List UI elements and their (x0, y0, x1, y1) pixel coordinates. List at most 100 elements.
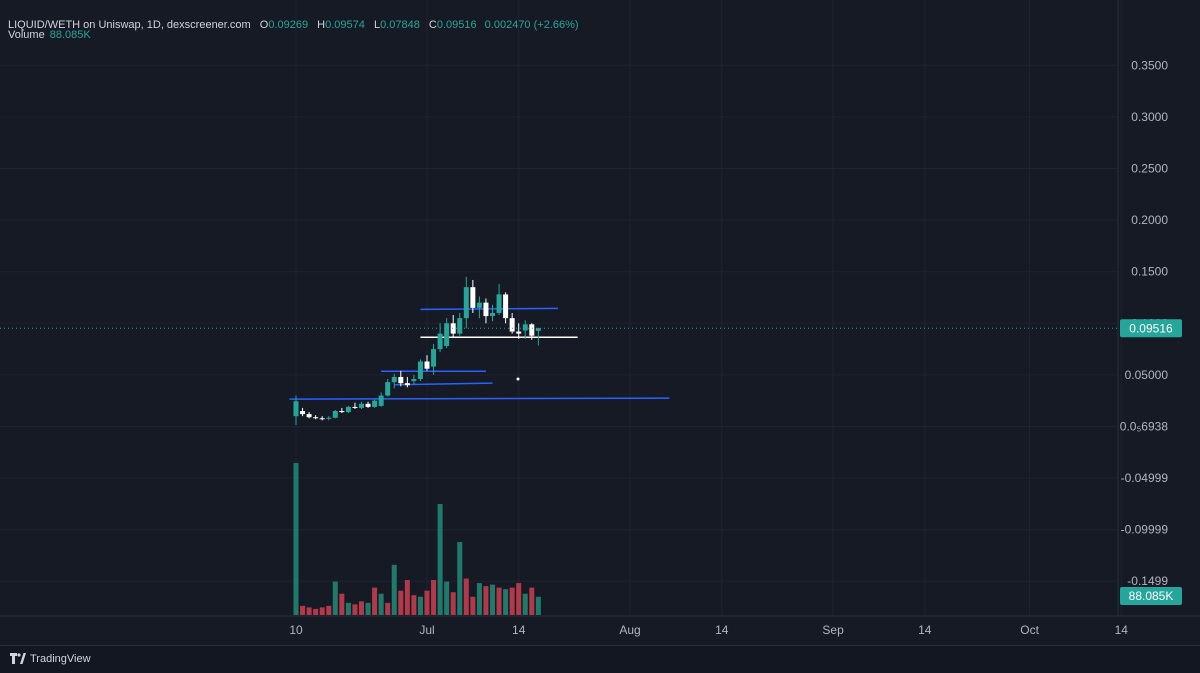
tradingview-brand[interactable]: TradingView (10, 653, 91, 665)
price-tick-label: 0.3000 (1131, 110, 1168, 124)
volume-bar (444, 581, 450, 615)
candle-body (385, 382, 391, 396)
volume-bar (417, 596, 423, 615)
grid-lines (0, 0, 1200, 617)
high-label: H (317, 19, 326, 31)
candle-body (424, 361, 430, 369)
candle-body (496, 294, 502, 313)
volume-bar (490, 584, 495, 615)
candle-body (417, 361, 423, 380)
candle-body (470, 287, 476, 308)
candle-body (372, 400, 378, 407)
volume-value: 88.085K (49, 29, 91, 41)
candle-body (450, 323, 456, 334)
time-tick-label: Aug (619, 623, 640, 637)
candle-body (339, 411, 345, 413)
volume-bar (431, 580, 437, 615)
volume-bar (352, 604, 358, 615)
volume-bar (398, 590, 404, 615)
time-axis[interactable]: 10 Jul 14 Aug 14 Sep 14 Oct 14 (289, 623, 1128, 637)
volume-bar (516, 583, 522, 615)
volume-bar (450, 592, 456, 615)
candle-body (326, 417, 332, 419)
candle-body (332, 411, 338, 418)
last-price-text: 0.09516 (1129, 321, 1173, 335)
volume-bar (522, 593, 528, 615)
volume-bar (319, 607, 325, 615)
candle-body (535, 328, 541, 331)
price-tick-label: -0.1499 (1127, 574, 1168, 588)
candle-body (431, 349, 437, 367)
price-tick-label: -0.04999 (1121, 471, 1169, 485)
close-label: C (428, 19, 437, 31)
candle-body (522, 324, 528, 331)
volume-bar (372, 587, 378, 615)
volume-bar (470, 596, 476, 615)
drawing-dot (516, 377, 520, 381)
volume-label: Volume (8, 29, 45, 41)
trendline-blue (289, 397, 670, 400)
brand-name: TradingView (30, 653, 91, 665)
pair-title: LIQUID/WETH on Uniswap, 1D, dexscreener.… (8, 19, 251, 31)
volume-bar (391, 564, 397, 615)
price-tick-label: 0.1500 (1131, 265, 1168, 279)
volume-bar (457, 542, 463, 615)
candle-body (404, 383, 410, 386)
volume-bar (437, 504, 443, 615)
candle-body (457, 318, 463, 334)
volume-bar (535, 596, 541, 615)
last-volume-text: 88.085K (1129, 589, 1174, 603)
volume-bar (359, 601, 364, 615)
close-value: 0.09516 (436, 19, 477, 31)
candle-body (365, 403, 371, 407)
candle-body (398, 376, 404, 384)
trendlines[interactable] (289, 307, 670, 400)
low-label: L (373, 19, 381, 31)
candles (293, 276, 541, 425)
volume-bar (378, 593, 384, 615)
price-tick-label: 0.0₅6938 (1120, 420, 1169, 434)
trendline-blue (394, 382, 493, 386)
volume-bar (313, 608, 319, 615)
candle-body (306, 414, 312, 418)
candle-body (463, 287, 469, 319)
time-tick-label: 14 (918, 623, 932, 637)
volume-bar (293, 463, 299, 615)
candle-body (483, 302, 489, 317)
candle-body (476, 302, 482, 308)
candle-body (345, 406, 351, 413)
price-tick-label: 0.2000 (1131, 213, 1168, 227)
candle-body (411, 379, 417, 382)
volume-bar (496, 587, 502, 615)
volume-bars (293, 463, 541, 615)
footer-bar: TradingView (0, 645, 1200, 673)
volume-bar (509, 587, 515, 615)
candle-body (529, 324, 535, 336)
time-tick-label: 14 (512, 623, 526, 637)
candle-body (503, 294, 509, 319)
volume-bar (463, 578, 469, 615)
candle-body (490, 312, 495, 317)
high-value: 0.09574 (325, 19, 365, 31)
candle-body (378, 395, 384, 406)
volume-bar (503, 589, 509, 615)
time-tick-label: 10 (289, 623, 303, 637)
candle-body (391, 376, 397, 383)
last-volume-badge (1120, 587, 1182, 605)
candle-body (300, 411, 306, 415)
trendline-blue (420, 307, 559, 311)
volume-bar (529, 587, 535, 615)
volume-bar (476, 583, 482, 615)
volume-bar (365, 602, 371, 615)
volume-bar (339, 593, 345, 615)
volume-bar (332, 581, 338, 615)
candle-body (313, 417, 319, 419)
price-tick-label: 0.05000 (1125, 368, 1169, 382)
volume-bar (483, 586, 489, 615)
time-tick-label: Oct (1020, 623, 1039, 637)
candle-body (444, 323, 450, 347)
volume-bar (345, 602, 351, 615)
volume-bar (385, 602, 391, 615)
candle-body (293, 401, 299, 417)
